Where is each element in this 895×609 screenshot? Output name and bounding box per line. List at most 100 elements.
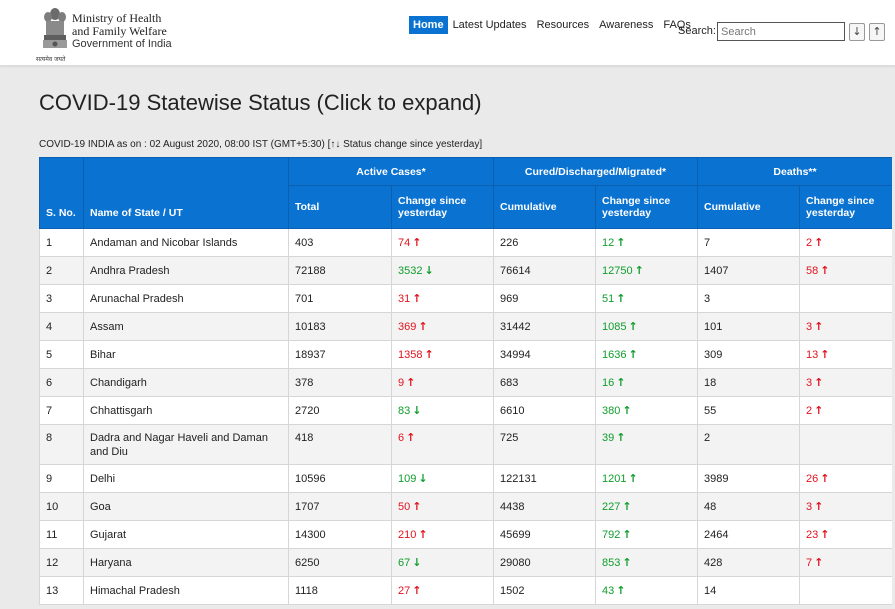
arrow-up-icon: ↑ [418,320,428,333]
cell-active-change: 74 ↑ [391,228,494,257]
table-row[interactable]: 8 Dadra and Nagar Haveli and Daman and Di… [39,424,892,465]
arrow-up-icon: ↑ [628,348,638,361]
cell-active-total: 18937 [288,340,392,369]
cell-cured-change: 380 ↑ [594,396,699,425]
col-header-active-change[interactable]: Change since yesterday [391,185,494,229]
table-row[interactable]: 9 Delhi 10596 109 ↓ 122131 1201 ↑ 3989 26 ↑ [39,464,892,493]
page-title[interactable]: COVID-19 Statewise Status (Click to expa… [39,90,482,115]
cell-active-total: 10183 [288,312,392,341]
cell-cured-change: 1636 ↑ [594,340,699,369]
cell-active-change: 50 ↑ [391,492,494,521]
cell-active-total: 418 [288,424,392,465]
cell-active-change-value: 210 [398,529,417,541]
table-row[interactable]: 12 Haryana 6250 67 ↓ 29080 853 ↑ 428 7 ↑ [39,548,892,577]
cell-cured-cumulative: 76614 [493,256,596,285]
cell-sno: 9 [39,464,84,493]
col-header-cured-cumulative[interactable]: Cumulative [493,185,596,229]
table-row[interactable]: 2 Andhra Pradesh 72188 3532 ↓ 76614 12750 ↑ 1407… [39,256,892,285]
cell-deaths-change [799,284,892,313]
cell-cured-change-value: 43 [602,585,615,597]
cell-state-name: Arunachal Pradesh [83,284,289,313]
cell-deaths-cumulative: 14 [697,576,801,605]
cell-active-change-value: 6 [398,432,405,444]
table-row[interactable]: 7 Chhattisgarh 2720 83 ↓ 6610 380 ↑ 55 2 ↑ [39,396,892,425]
nav-resources[interactable]: Resources [536,19,590,31]
cell-sno: 10 [39,492,84,521]
nav-faqs[interactable]: FAQs [663,19,691,31]
cell-deaths-cumulative: 101 [697,312,801,341]
arrow-up-icon: ↑ [814,320,824,333]
arrow-up-icon: ↑ [616,431,626,444]
cell-active-change: 83 ↓ [391,396,494,425]
cell-active-change: 31 ↑ [391,284,494,313]
cell-cured-change-value: 39 [602,432,615,444]
nav-latest-updates[interactable]: Latest Updates [452,19,527,31]
arrow-up-icon: ↑ [634,264,644,277]
table-row[interactable]: 4 Assam 10183 369 ↑ 31442 1085 ↑ 101 3 ↑ [39,312,892,341]
sort-up-button[interactable]: ↑ [869,23,885,41]
arrow-up-icon: ↑ [814,376,824,389]
cell-active-total: 6250 [288,548,392,577]
cell-active-total: 378 [288,368,392,397]
cell-cured-change: 1085 ↑ [594,312,699,341]
cell-cured-change-value: 1201 [602,473,627,485]
cell-active-change: 9 ↑ [391,368,494,397]
col-header-cured-change[interactable]: Change since yesterday [594,185,699,229]
table-row[interactable]: 3 Arunachal Pradesh 701 31 ↑ 969 51 ↑ 3 [39,284,892,313]
cell-active-change-value: 1358 [398,349,423,361]
table-row[interactable]: 10 Goa 1707 50 ↑ 4438 227 ↑ 48 3 ↑ [39,492,892,521]
cell-cured-change: 12750 ↑ [594,256,699,285]
arrow-up-icon: ↑ [814,404,824,417]
cell-active-change-value: 83 [398,405,411,417]
sort-down-button[interactable]: ↓ [849,23,865,41]
cell-deaths-cumulative: 2 [697,424,801,465]
cell-deaths-change-value: 3 [806,321,813,333]
cell-deaths-cumulative: 7 [697,228,801,257]
arrow-down-icon: ↓ [418,472,428,485]
arrow-up-icon: ↑ [622,500,632,513]
cell-cured-cumulative: 725 [493,424,596,465]
cell-active-change-value: 9 [398,377,405,389]
table-row[interactable]: 11 Gujarat 14300 210 ↑ 45699 792 ↑ 2464 23 ↑ [39,520,892,549]
table-row[interactable]: 1 Andaman and Nicobar Islands 403 74 ↑ 226 12 ↑… [39,228,892,257]
cell-state-name: Himachal Pradesh [83,576,289,605]
nav-awareness[interactable]: Awareness [599,19,654,31]
cell-state-name: Dadra and Nagar Haveli and Daman and Diu [83,424,289,465]
cell-deaths-change-value: 3 [806,377,813,389]
cell-deaths-cumulative: 3 [697,284,801,313]
col-header-state[interactable]: Name of State / UT [83,157,289,229]
cell-deaths-change-value: 23 [806,529,819,541]
cell-active-change: 1358 ↑ [391,340,494,369]
col-header-sno[interactable]: S. No. [39,157,84,229]
col-header-deaths-cumulative[interactable]: Cumulative [697,185,801,229]
cell-sno: 13 [39,576,84,605]
cell-deaths-change-value: 13 [806,349,819,361]
arrow-up-icon: ↑ [820,528,830,541]
table-row[interactable]: 13 Himachal Pradesh 1118 27 ↑ 1502 43 ↑ 14 [39,576,892,605]
ministry-logo-text[interactable]: Ministry of Health and Family Welfare Go… [72,12,172,51]
cell-active-total: 2720 [288,396,392,425]
cell-cured-change: 43 ↑ [594,576,699,605]
cell-state-name: Assam [83,312,289,341]
search-input[interactable] [717,22,845,41]
arrow-down-icon: ↓ [424,264,434,277]
arrow-down-icon: ↓ [412,404,422,417]
cell-cured-change: 16 ↑ [594,368,699,397]
cell-deaths-cumulative: 309 [697,340,801,369]
group-header-deaths: Deaths** [697,157,892,186]
table-row[interactable]: 6 Chandigarh 378 9 ↑ 683 16 ↑ 18 3 ↑ [39,368,892,397]
cell-deaths-change: 23 ↑ [799,520,892,549]
cell-active-change: 109 ↓ [391,464,494,493]
arrow-up-icon: ↑ [622,556,632,569]
nav-home[interactable]: Home [409,16,448,34]
cell-state-name: Andaman and Nicobar Islands [83,228,289,257]
cell-state-name: Chhattisgarh [83,396,289,425]
cell-active-change-value: 109 [398,473,417,485]
cell-cured-cumulative: 34994 [493,340,596,369]
table-row[interactable]: 5 Bihar 18937 1358 ↑ 34994 1636 ↑ 309 13 ↑ [39,340,892,369]
cell-cured-cumulative: 683 [493,368,596,397]
col-header-deaths-change[interactable]: Change since yesterday [799,185,892,229]
cell-cured-cumulative: 31442 [493,312,596,341]
col-header-active-total[interactable]: Total [288,185,392,229]
cell-cured-cumulative: 45699 [493,520,596,549]
